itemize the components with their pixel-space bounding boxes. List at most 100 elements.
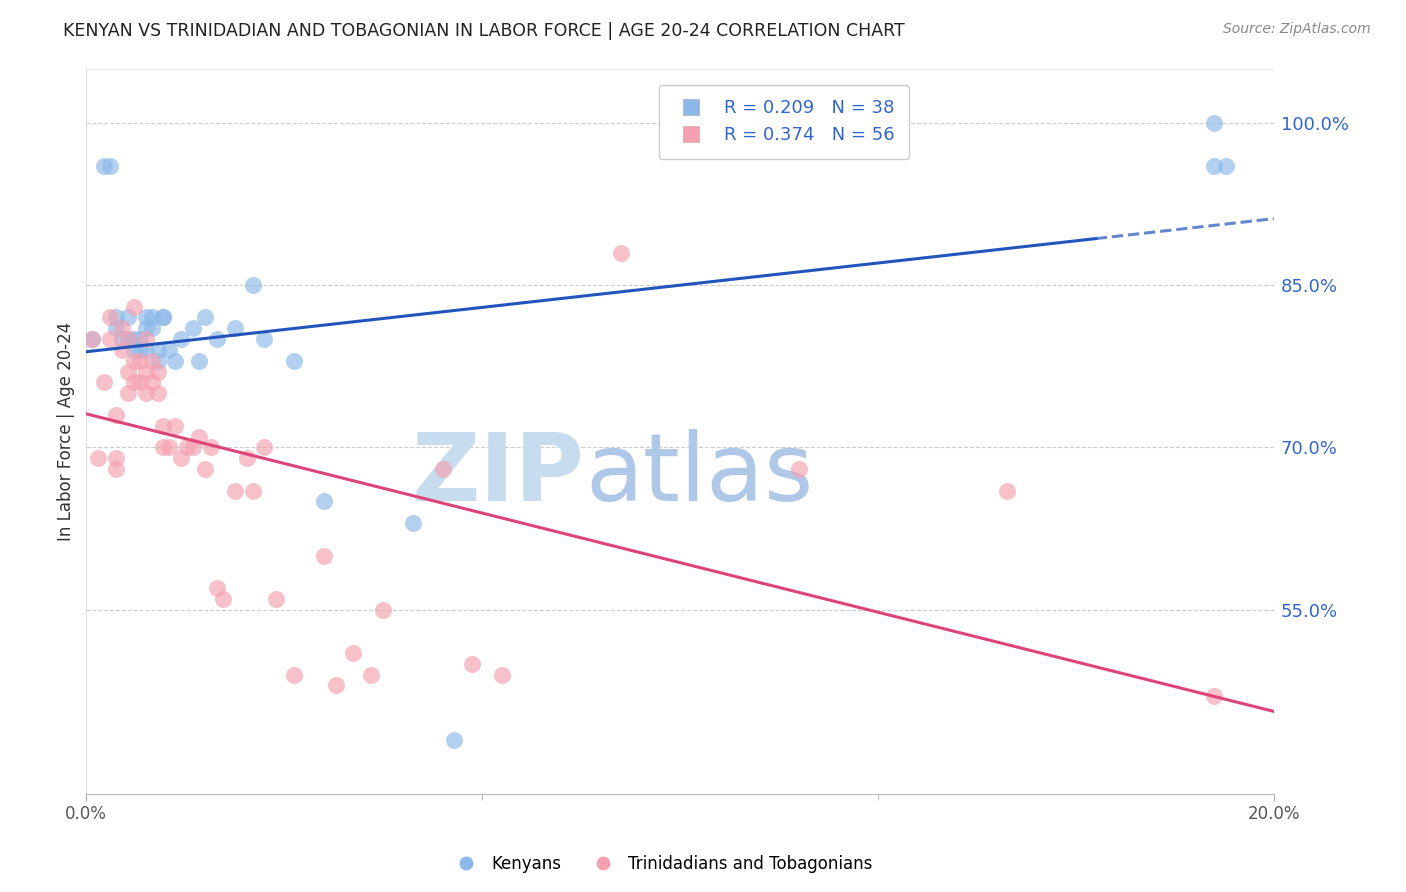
- Point: [461, 657, 484, 671]
- Point: [157, 440, 180, 454]
- Point: [87, 451, 110, 466]
- Point: [122, 376, 145, 390]
- Point: [82, 332, 104, 346]
- Point: [98, 310, 121, 325]
- Point: [122, 353, 145, 368]
- Text: ZIP: ZIP: [412, 429, 585, 521]
- Point: [104, 408, 127, 422]
- Point: [402, 516, 425, 530]
- Point: [152, 418, 174, 433]
- Point: [122, 332, 145, 346]
- Point: [122, 300, 145, 314]
- Point: [117, 310, 139, 325]
- Point: [93, 376, 115, 390]
- Point: [128, 343, 150, 357]
- Point: [212, 591, 235, 606]
- Point: [98, 159, 121, 173]
- Point: [146, 365, 169, 379]
- Point: [128, 332, 150, 346]
- Point: [224, 321, 246, 335]
- Point: [135, 332, 157, 346]
- Point: [181, 440, 204, 454]
- Point: [1215, 159, 1237, 173]
- Point: [432, 462, 454, 476]
- Point: [205, 581, 228, 595]
- Point: [325, 678, 347, 692]
- Point: [224, 483, 246, 498]
- Point: [205, 332, 228, 346]
- Point: [1204, 690, 1226, 704]
- Point: [253, 332, 276, 346]
- Point: [135, 365, 157, 379]
- Point: [104, 321, 127, 335]
- Point: [194, 310, 217, 325]
- Point: [141, 310, 163, 325]
- Text: KENYAN VS TRINIDADIAN AND TOBAGONIAN IN LABOR FORCE | AGE 20-24 CORRELATION CHAR: KENYAN VS TRINIDADIAN AND TOBAGONIAN IN …: [63, 22, 905, 40]
- Point: [117, 365, 139, 379]
- Point: [312, 549, 335, 563]
- Point: [152, 310, 174, 325]
- Point: [188, 429, 211, 443]
- Point: [141, 321, 163, 335]
- Point: [157, 343, 180, 357]
- Point: [283, 667, 305, 681]
- Point: [128, 376, 150, 390]
- Point: [181, 321, 204, 335]
- Y-axis label: In Labor Force | Age 20-24: In Labor Force | Age 20-24: [58, 321, 75, 541]
- Point: [146, 343, 169, 357]
- Point: [253, 440, 276, 454]
- Point: [194, 462, 217, 476]
- Legend: R = 0.209   N = 38, R = 0.374   N = 56: R = 0.209 N = 38, R = 0.374 N = 56: [658, 85, 908, 159]
- Text: atlas: atlas: [585, 429, 813, 521]
- Point: [111, 321, 134, 335]
- Point: [122, 343, 145, 357]
- Point: [165, 418, 187, 433]
- Point: [342, 646, 364, 660]
- Text: Source: ZipAtlas.com: Source: ZipAtlas.com: [1223, 22, 1371, 37]
- Point: [200, 440, 222, 454]
- Point: [360, 667, 382, 681]
- Point: [176, 440, 198, 454]
- Point: [111, 343, 134, 357]
- Point: [141, 376, 163, 390]
- Point: [312, 494, 335, 508]
- Point: [242, 483, 264, 498]
- Point: [141, 353, 163, 368]
- Point: [787, 462, 810, 476]
- Point: [235, 451, 257, 466]
- Point: [1204, 159, 1226, 173]
- Point: [266, 591, 288, 606]
- Point: [104, 310, 127, 325]
- Point: [98, 332, 121, 346]
- Point: [170, 451, 193, 466]
- Point: [283, 353, 305, 368]
- Point: [188, 353, 211, 368]
- Point: [170, 332, 193, 346]
- Point: [1204, 115, 1226, 129]
- Point: [82, 332, 104, 346]
- Point: [117, 386, 139, 401]
- Point: [135, 310, 157, 325]
- Point: [135, 386, 157, 401]
- Point: [135, 321, 157, 335]
- Point: [152, 440, 174, 454]
- Point: [609, 245, 631, 260]
- Point: [373, 602, 395, 616]
- Point: [152, 310, 174, 325]
- Point: [146, 353, 169, 368]
- Point: [135, 343, 157, 357]
- Point: [104, 462, 127, 476]
- Point: [117, 332, 139, 346]
- Point: [242, 277, 264, 292]
- Point: [491, 667, 513, 681]
- Point: [117, 332, 139, 346]
- Point: [93, 159, 115, 173]
- Point: [165, 353, 187, 368]
- Point: [111, 332, 134, 346]
- Point: [995, 483, 1018, 498]
- Point: [104, 451, 127, 466]
- Legend: Kenyans, Trinidadians and Tobagonians: Kenyans, Trinidadians and Tobagonians: [443, 848, 879, 880]
- Point: [443, 732, 465, 747]
- Point: [146, 386, 169, 401]
- Point: [128, 353, 150, 368]
